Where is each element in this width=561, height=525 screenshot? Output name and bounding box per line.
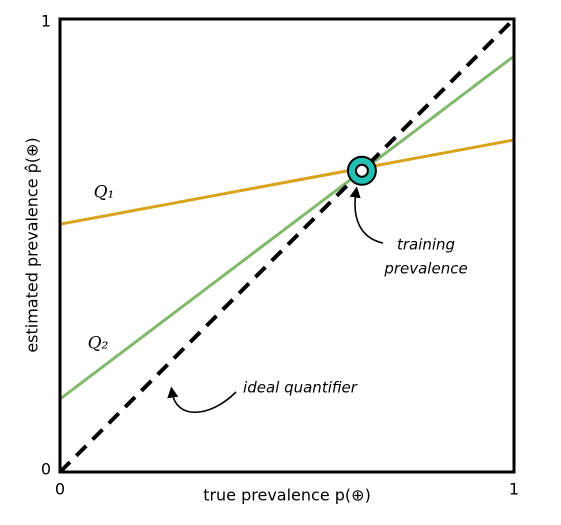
y-tick-label: 0 — [41, 460, 51, 479]
training-arrow — [349, 186, 384, 244]
training-point-hole — [354, 163, 369, 178]
point-label: prevalence — [383, 260, 467, 278]
plot-frame — [58, 17, 516, 474]
point-label: training — [397, 236, 455, 254]
series-label: Q₁ — [94, 183, 115, 203]
series-label: Q₂ — [88, 334, 109, 354]
y-axis-label: estimated prevalence p̂(⊕) — [23, 137, 42, 352]
series-line — [58, 17, 516, 474]
plot-area — [58, 17, 516, 474]
series-line — [59, 138, 515, 226]
x-tick-label: 0 — [55, 480, 65, 499]
y-tick-label: 1 — [41, 12, 51, 31]
series-label: ideal quantifier — [243, 379, 358, 397]
ideal-arrow — [167, 386, 237, 414]
x-tick-label: 1 — [509, 480, 519, 499]
series-line — [59, 54, 515, 401]
x-axis-label: true prevalence p(⊕) — [203, 486, 371, 505]
